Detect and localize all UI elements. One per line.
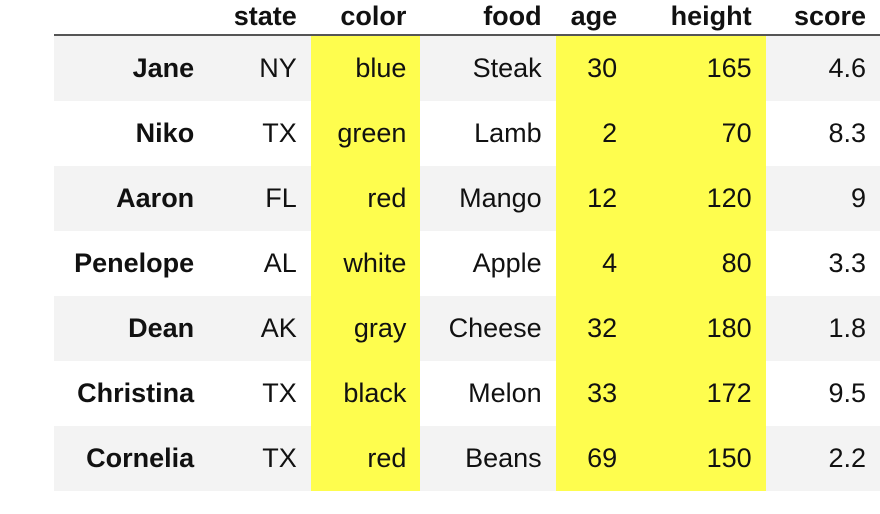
- cell-color: red: [310, 166, 421, 231]
- row-name: Aaron: [116, 183, 195, 213]
- table-row: Niko TX green Lamb 2 70 8.3: [54, 101, 880, 166]
- cell-age: 33: [555, 361, 632, 426]
- cell-score: 4.6: [828, 53, 866, 83]
- table-row: Dean AK gray Cheese 32 180 1.8: [54, 296, 880, 361]
- cell-state: TX: [262, 443, 297, 473]
- cell-score: 9: [850, 183, 866, 213]
- row-name: Penelope: [74, 248, 195, 278]
- cell-state: FL: [265, 183, 297, 213]
- cell-color: green: [310, 101, 421, 166]
- cell-age: 2: [555, 101, 632, 166]
- cell-color: blue: [310, 35, 421, 101]
- header-age: age: [570, 1, 618, 31]
- cell-state: AK: [260, 313, 297, 343]
- data-table: state color food age height score Jane N…: [54, 0, 880, 491]
- cell-score: 9.5: [828, 378, 866, 408]
- cell-height: 120: [631, 166, 766, 231]
- row-name: Cornelia: [86, 443, 195, 473]
- row-name: Niko: [135, 118, 195, 148]
- cell-food: Steak: [472, 53, 542, 83]
- cell-state: NY: [259, 53, 297, 83]
- cell-age: 69: [555, 426, 632, 491]
- table-body: Jane NY blue Steak 30 165 4.6 Niko TX gr…: [54, 35, 880, 491]
- cell-height: 165: [631, 35, 766, 101]
- table-row: Aaron FL red Mango 12 120 9: [54, 166, 880, 231]
- cell-color: red: [310, 426, 421, 491]
- cell-score: 1.8: [828, 313, 866, 343]
- table-row: Jane NY blue Steak 30 165 4.6: [54, 35, 880, 101]
- table-row: Penelope AL white Apple 4 80 3.3: [54, 231, 880, 296]
- cell-height: 180: [631, 296, 766, 361]
- cell-score: 2.2: [828, 443, 866, 473]
- table-row: Christina TX black Melon 33 172 9.5: [54, 361, 880, 426]
- header-food: food: [483, 1, 542, 31]
- row-name: Christina: [77, 378, 195, 408]
- cell-age: 32: [555, 296, 632, 361]
- cell-state: TX: [262, 378, 297, 408]
- cell-color: black: [310, 361, 421, 426]
- cell-height: 150: [631, 426, 766, 491]
- header-color: color: [340, 1, 407, 31]
- row-name: Jane: [132, 53, 195, 83]
- header-height: height: [670, 1, 752, 31]
- cell-food: Beans: [465, 443, 542, 473]
- header-state: state: [233, 1, 297, 31]
- cell-food: Lamb: [474, 118, 542, 148]
- cell-state: AL: [263, 248, 297, 278]
- index-header: [54, 0, 194, 35]
- header-row: state color food age height score: [54, 0, 880, 35]
- cell-age: 4: [555, 231, 632, 296]
- cell-food: Apple: [472, 248, 542, 278]
- cell-color: white: [310, 231, 421, 296]
- cell-age: 12: [555, 166, 632, 231]
- cell-age: 30: [555, 35, 632, 101]
- table-header: state color food age height score: [54, 0, 880, 35]
- cell-score: 8.3: [828, 118, 866, 148]
- cell-food: Melon: [468, 378, 542, 408]
- cell-color: gray: [310, 296, 421, 361]
- cell-state: TX: [262, 118, 297, 148]
- cell-food: Cheese: [448, 313, 542, 343]
- header-score: score: [793, 1, 866, 31]
- row-name: Dean: [128, 313, 195, 343]
- table-row: Cornelia TX red Beans 69 150 2.2: [54, 426, 880, 491]
- cell-score: 3.3: [828, 248, 866, 278]
- cell-height: 172: [631, 361, 766, 426]
- cell-height: 70: [631, 101, 766, 166]
- cell-height: 80: [631, 231, 766, 296]
- cell-food: Mango: [459, 183, 542, 213]
